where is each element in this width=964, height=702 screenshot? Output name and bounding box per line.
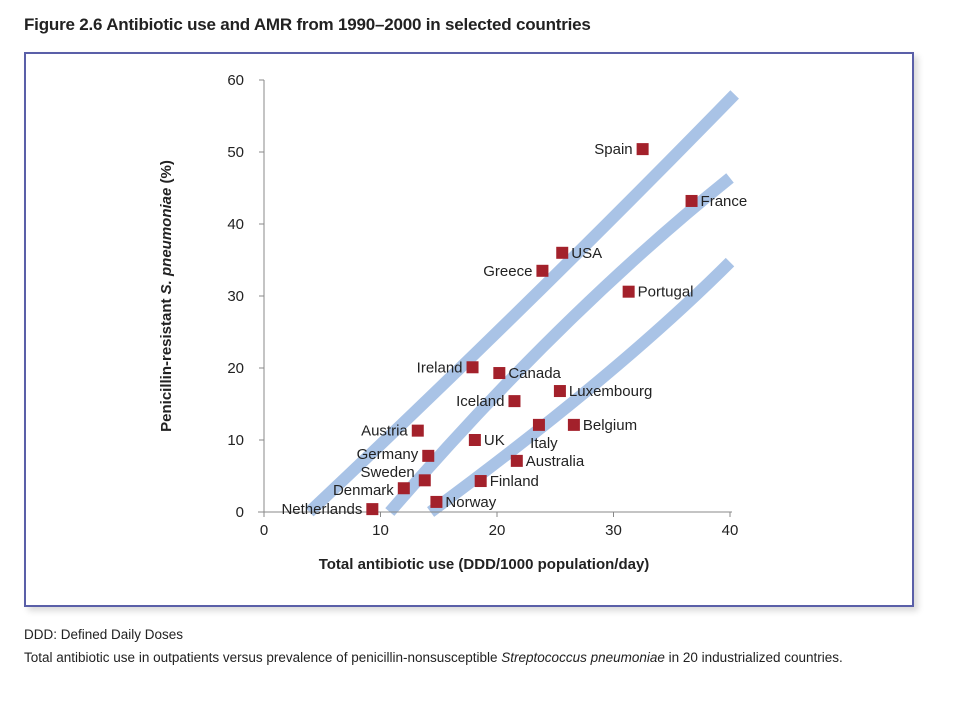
point-marker [468, 434, 481, 446]
data-point-luxembourg: Luxembourg [553, 383, 652, 400]
point-marker [685, 194, 698, 207]
point-label: Netherlands [281, 501, 362, 518]
point-marker [567, 418, 580, 431]
abbreviation-note: DDD: Defined Daily Doses [24, 627, 184, 642]
point-marker [532, 418, 545, 431]
point-marker [493, 367, 506, 380]
point-label: Australia [526, 453, 585, 470]
point-label: Spain [594, 141, 632, 158]
y-tick-label: 20 [227, 360, 244, 377]
point-marker [510, 454, 523, 467]
data-point-belgium: Belgium [567, 417, 637, 434]
point-label: Iceland [456, 393, 504, 410]
y-tick-label: 60 [227, 72, 244, 89]
data-point-germany: Germany [357, 446, 435, 463]
y-tick-label: 30 [227, 288, 244, 305]
trend-band-1 [305, 90, 739, 517]
point-marker [418, 474, 431, 487]
point-label: UK [484, 432, 505, 449]
caption: Total antibiotic use in outpatients vers… [24, 650, 843, 665]
point-label: France [701, 193, 748, 210]
chart-frame [24, 52, 914, 607]
point-label: Norway [445, 494, 496, 511]
data-point-greece: Greece [483, 263, 549, 280]
y-axis-label: Penicillin-resistant S. pneumoniae (%) [158, 160, 175, 432]
data-point-italy: Italy [530, 418, 558, 452]
y-tick-label: 10 [227, 432, 244, 449]
x-axis-label: Total antibiotic use (DDD/1000 populatio… [319, 556, 650, 573]
x-tick-label: 30 [605, 522, 622, 539]
x-tick-label: 10 [372, 522, 389, 539]
data-point-spain: Spain [594, 141, 649, 158]
point-marker [411, 424, 424, 437]
point-label: USA [571, 245, 602, 262]
point-label: Luxembourg [569, 383, 652, 400]
point-marker [508, 395, 521, 408]
data-point-australia: Australia [510, 453, 585, 470]
point-label: Portugal [638, 284, 694, 301]
point-label: Austria [361, 423, 408, 440]
data-point-austria: Austria [361, 423, 424, 440]
data-point-canada: Canada [493, 365, 562, 382]
point-marker [397, 482, 410, 495]
point-label: Denmark [333, 482, 394, 499]
data-point-ireland: Ireland [417, 359, 479, 376]
point-marker [466, 361, 479, 374]
point-label: Canada [508, 365, 561, 382]
y-tick-label: 0 [236, 504, 244, 521]
data-point-netherlands: Netherlands [281, 501, 379, 518]
point-label: Greece [483, 263, 532, 280]
point-marker [422, 449, 435, 462]
point-label: Finland [490, 473, 539, 490]
data-point-portugal: Portugal [622, 284, 694, 301]
x-tick-label: 20 [489, 522, 506, 539]
data-point-france: France [685, 193, 748, 210]
point-marker [536, 264, 549, 277]
point-label: Belgium [583, 417, 637, 434]
data-point-uk: UK [468, 432, 505, 449]
data-point-norway: Norway [430, 494, 497, 511]
point-marker [430, 495, 443, 508]
point-marker [636, 143, 649, 156]
trend-band-2 [385, 173, 734, 516]
point-label: Germany [357, 446, 419, 463]
x-tick-label: 0 [260, 522, 268, 539]
point-marker [366, 503, 379, 516]
point-label: Italy [530, 435, 558, 452]
data-point-sweden: Sweden [361, 464, 431, 487]
y-tick-label: 40 [227, 216, 244, 233]
data-point-iceland: Iceland [456, 393, 521, 410]
x-tick-label: 40 [722, 522, 739, 539]
point-marker [474, 475, 487, 488]
point-marker [553, 385, 566, 398]
figure-title: Figure 2.6 Antibiotic use and AMR from 1… [24, 15, 591, 34]
point-label: Ireland [417, 359, 463, 376]
y-tick-label: 50 [227, 144, 244, 161]
data-point-usa: USA [556, 245, 602, 262]
data-point-denmark: Denmark [333, 482, 410, 499]
point-marker [556, 246, 569, 259]
data-point-finland: Finland [474, 473, 539, 490]
point-label: Sweden [361, 464, 415, 481]
point-marker [622, 285, 635, 298]
